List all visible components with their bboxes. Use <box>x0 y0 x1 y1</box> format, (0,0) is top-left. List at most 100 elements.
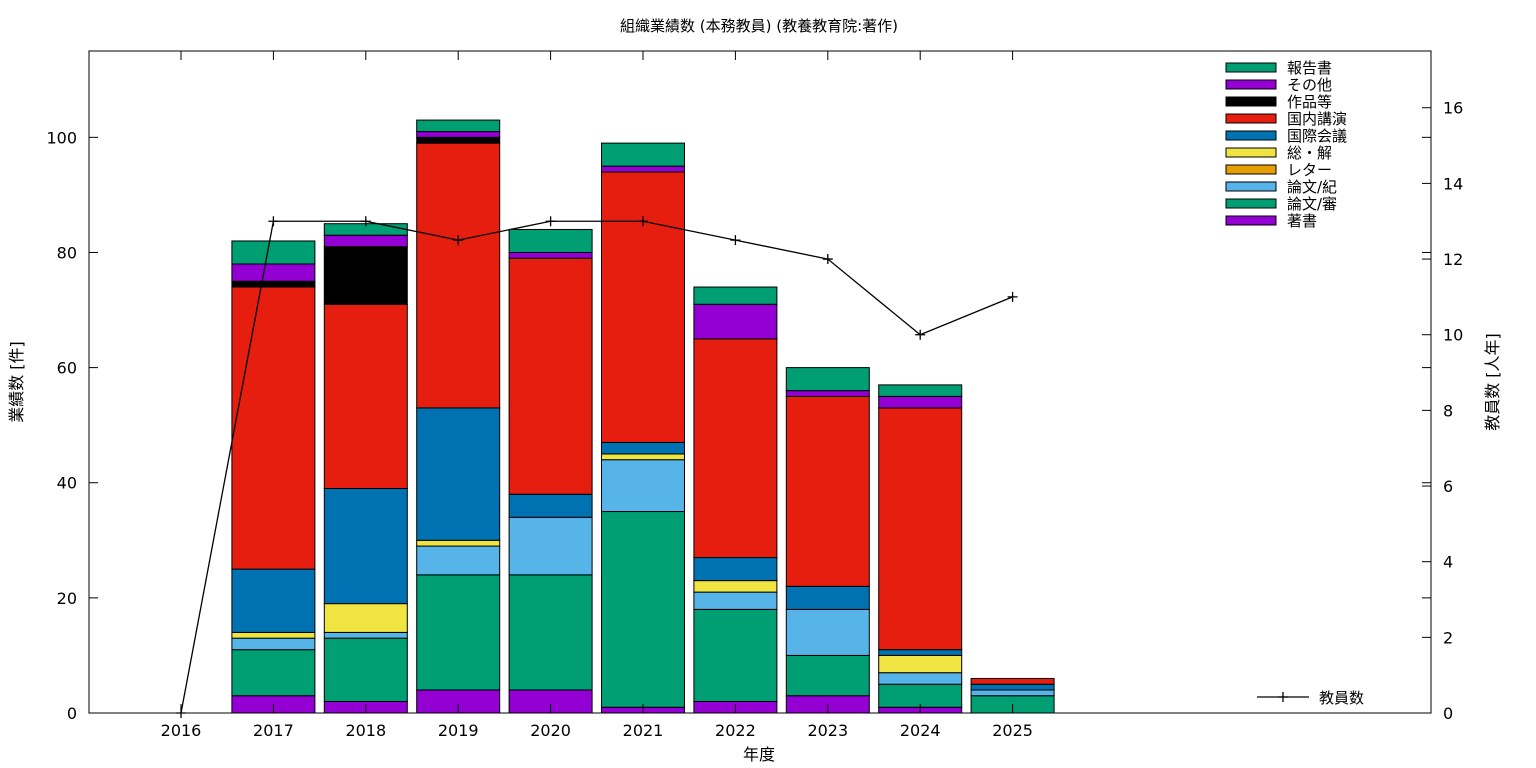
bar-segment <box>693 580 778 593</box>
bar-segment <box>416 131 501 138</box>
legend-label: 国内講演 <box>1287 110 1347 128</box>
legend-swatch <box>1225 113 1277 124</box>
bar-segment <box>416 136 501 144</box>
bar-segment <box>231 286 316 570</box>
bar-segment <box>601 171 685 443</box>
y2-tick-label: 14 <box>1443 174 1463 193</box>
bar-segment <box>601 165 685 173</box>
legend-swatch <box>1225 164 1277 175</box>
bar-segment <box>508 228 593 253</box>
legend-swatch <box>1225 198 1277 209</box>
bar-segment <box>323 234 408 248</box>
y-axis-right: 0 2 4 6 8 10 12 14 16 <box>1422 99 1463 723</box>
bar-segment <box>323 487 408 605</box>
line-point <box>268 216 279 227</box>
y-tick-label: 100 <box>46 128 77 147</box>
bar-segment <box>508 257 593 495</box>
line-point <box>822 254 833 265</box>
legend-swatch <box>1225 79 1277 90</box>
line-point <box>730 235 741 246</box>
y2-tick-label: 12 <box>1443 250 1463 269</box>
y2-tick-label: 16 <box>1443 99 1463 118</box>
bars-layer <box>231 119 1055 714</box>
y2-tick-label: 10 <box>1443 326 1463 345</box>
bar-segment <box>785 395 870 587</box>
bar-segment <box>878 407 963 651</box>
bar-segment <box>601 459 685 513</box>
bar-segment <box>323 603 408 633</box>
x-tick-label: 2023 <box>807 721 848 740</box>
bar-segment <box>878 654 963 674</box>
bar-segment <box>231 280 316 288</box>
legend-swatch <box>1225 96 1277 107</box>
bar-segment <box>693 557 778 582</box>
bar-segment <box>231 631 316 639</box>
bar-segment <box>693 286 778 305</box>
plot-frame <box>88 50 1432 714</box>
legend-label: 報告書 <box>1287 59 1332 77</box>
bar-segment <box>231 263 316 282</box>
legend-swatch <box>1225 215 1277 226</box>
bar-segment <box>508 493 593 518</box>
bar-segment <box>878 683 963 708</box>
line-legend-label: 教員数 <box>1319 689 1364 707</box>
bar-segment <box>323 303 408 489</box>
y2-tick-label: 2 <box>1443 628 1453 647</box>
legend-label: その他 <box>1287 76 1332 94</box>
y2-tick-label: 4 <box>1443 553 1453 572</box>
bar-segment <box>508 574 593 691</box>
legend-label: 論文/審 <box>1287 195 1337 213</box>
bar-segment <box>508 516 593 576</box>
y-tick-label: 0 <box>67 704 77 723</box>
line-point <box>915 329 926 340</box>
bar-segment <box>323 637 408 702</box>
bar-segment <box>878 649 963 656</box>
bar-segment <box>693 591 778 610</box>
x-tick-label: 2025 <box>992 721 1033 740</box>
legend-label: 総・解 <box>1287 144 1332 162</box>
line-point <box>360 216 371 227</box>
line-legend-marker <box>1278 692 1288 702</box>
bar-segment <box>601 441 685 455</box>
legend-label: 国際会議 <box>1287 127 1347 145</box>
line-point <box>638 216 648 227</box>
bar-segment <box>970 677 1055 685</box>
bar-segment <box>323 631 408 639</box>
bar-segment <box>785 608 870 656</box>
x-axis: 2016 2017 2018 2019 2020 2021 2022 2023 2024 2025 <box>161 51 1033 740</box>
chart-title: 組織業績数 (本務教員) (教養教育院:著作) <box>620 17 898 35</box>
bar-segment <box>601 453 685 461</box>
x-tick-label: 2019 <box>438 721 479 740</box>
bar-segment <box>416 545 501 576</box>
bar-segment <box>416 119 501 133</box>
x-tick-label: 2021 <box>623 721 664 740</box>
legend-label: 論文/紀 <box>1287 178 1337 196</box>
bar-segment <box>878 395 963 409</box>
y2-axis-label: 教員数 [人年] <box>1483 333 1502 431</box>
y2-tick-label: 0 <box>1443 704 1453 723</box>
bar-segment <box>231 649 316 697</box>
x-tick-label: 2018 <box>345 721 386 740</box>
bar-segment <box>416 407 501 541</box>
legend-swatch <box>1225 147 1277 158</box>
x-tick-label: 2020 <box>530 721 571 740</box>
line-point <box>545 216 556 227</box>
y-axis-left: 0 20 40 60 80 100 <box>46 128 1431 723</box>
line-point <box>453 235 464 246</box>
bar-segment <box>416 574 501 691</box>
bar-segment <box>693 303 778 340</box>
bar-segment <box>878 672 963 685</box>
bar-segment <box>231 637 316 651</box>
bar-segment <box>601 142 685 167</box>
legend-swatch <box>1225 181 1277 192</box>
bar-segment <box>416 539 501 547</box>
bar-segment <box>231 568 316 633</box>
bar-segment <box>785 367 870 392</box>
line-point <box>1007 291 1018 302</box>
bar-segment <box>508 251 593 259</box>
x-tick-label: 2017 <box>253 721 294 740</box>
x-tick-label: 2024 <box>900 721 941 740</box>
bar-segment <box>231 240 316 265</box>
